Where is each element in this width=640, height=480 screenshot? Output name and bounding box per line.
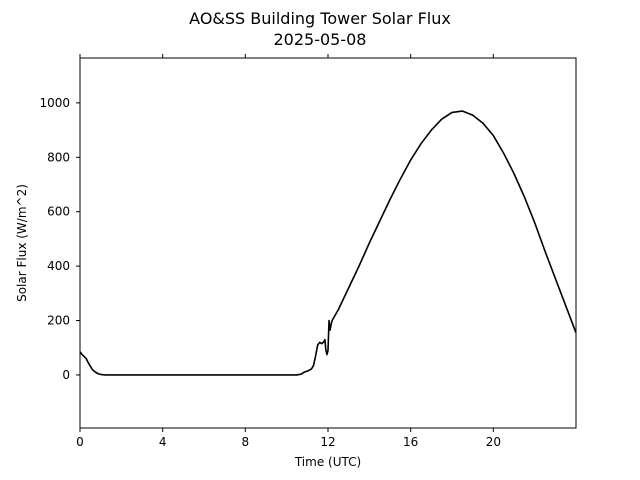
x-tick-label: 8: [242, 435, 250, 449]
series-layer: [80, 110, 576, 376]
x-tick-label: 4: [159, 435, 167, 449]
x-axis-label: Time (UTC): [294, 455, 361, 469]
y-tick-label: 200: [47, 314, 70, 328]
x-tick-label: 16: [403, 435, 418, 449]
y-tick-label: 400: [47, 259, 70, 273]
chart-subtitle: 2025-05-08: [274, 30, 367, 49]
chart-title: AO&SS Building Tower Solar Flux: [189, 9, 451, 28]
y-axis-label: Solar Flux (W/m^2): [15, 184, 29, 302]
y-tick-label: 600: [47, 205, 70, 219]
plot-frame: [79, 57, 577, 429]
y-tick-label: 800: [47, 150, 70, 164]
series-line: [80, 110, 576, 376]
y-tick-label: 0: [62, 368, 70, 382]
x-tick-label: 20: [486, 435, 501, 449]
x-tick-label: 0: [76, 435, 84, 449]
y-tick-label: 1000: [39, 96, 70, 110]
x-tick-label: 12: [320, 435, 335, 449]
